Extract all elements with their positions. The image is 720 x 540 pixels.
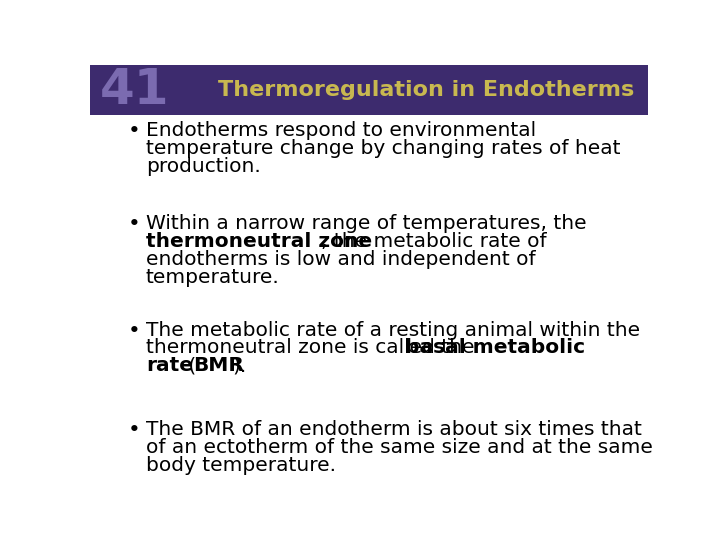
Text: rate: rate — [145, 356, 193, 375]
Text: •: • — [128, 121, 140, 141]
Text: Thermoregulation in Endotherms: Thermoregulation in Endotherms — [217, 80, 634, 100]
Text: 41: 41 — [100, 66, 170, 114]
Text: The BMR of an endotherm is about six times that: The BMR of an endotherm is about six tim… — [145, 420, 642, 440]
Text: Within a narrow range of temperatures, the: Within a narrow range of temperatures, t… — [145, 214, 586, 233]
Text: ).: ). — [233, 356, 247, 375]
Text: thermoneutral zone is called the: thermoneutral zone is called the — [145, 339, 481, 357]
Text: BMR: BMR — [193, 356, 244, 375]
Text: body temperature.: body temperature. — [145, 456, 336, 475]
Text: production.: production. — [145, 157, 261, 176]
Bar — [90, 65, 648, 115]
Text: of an ectotherm of the same size and at the same: of an ectotherm of the same size and at … — [145, 438, 652, 457]
Text: The metabolic rate of a resting animal within the: The metabolic rate of a resting animal w… — [145, 321, 640, 340]
Text: •: • — [128, 420, 140, 440]
Text: temperature change by changing rates of heat: temperature change by changing rates of … — [145, 139, 621, 158]
Text: thermoneutral zone: thermoneutral zone — [145, 232, 372, 251]
Text: basal metabolic: basal metabolic — [405, 339, 585, 357]
Text: temperature.: temperature. — [145, 268, 279, 287]
Text: , the metabolic rate of: , the metabolic rate of — [321, 232, 546, 251]
Text: Endotherms respond to environmental: Endotherms respond to environmental — [145, 121, 536, 140]
Text: •: • — [128, 214, 140, 234]
Text: (: ( — [182, 356, 197, 375]
Text: endotherms is low and independent of: endotherms is low and independent of — [145, 250, 536, 269]
Text: •: • — [128, 321, 140, 341]
